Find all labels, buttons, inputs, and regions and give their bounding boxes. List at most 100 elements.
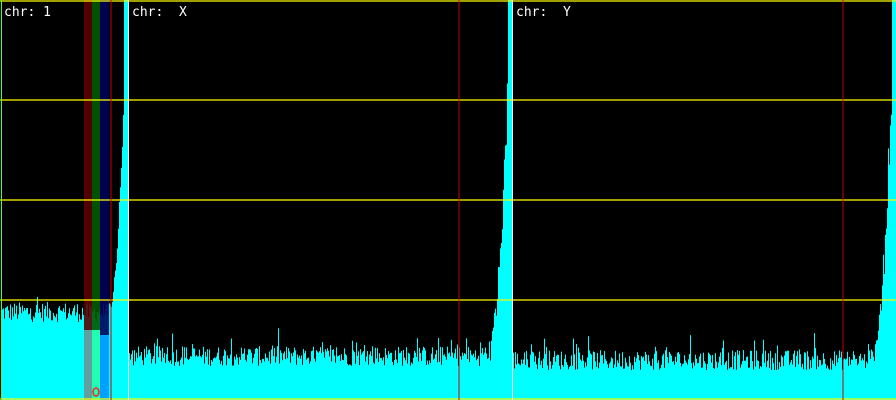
- coverage-bar: [269, 351, 270, 400]
- coverage-bar: [764, 362, 765, 400]
- coverage-bar: [848, 365, 849, 400]
- coverage-bar: [866, 361, 867, 400]
- coverage-bar: [578, 347, 579, 400]
- coverage-bar: [671, 355, 672, 400]
- coverage-bar: [489, 341, 490, 400]
- coverage-bar: [708, 352, 709, 400]
- coverage-bar: [479, 365, 480, 400]
- coverage-bar: [353, 350, 354, 400]
- coverage-bar: [274, 348, 275, 400]
- coverage-bar: [229, 358, 230, 400]
- coverage-bar: [80, 319, 81, 400]
- coverage-bar: [146, 346, 147, 400]
- coverage-bar: [329, 356, 330, 400]
- coverage-bar: [457, 344, 458, 400]
- coverage-bar: [375, 347, 376, 400]
- coverage-bar: [339, 355, 340, 400]
- coverage-bar: [494, 312, 495, 400]
- coverage-bar: [644, 360, 645, 400]
- coverage-bar: [2, 309, 3, 400]
- coverage-bar: [46, 316, 47, 400]
- coverage-bar: [564, 358, 565, 400]
- coverage-bar: [715, 353, 716, 400]
- coverage-bar: [598, 368, 599, 400]
- coverage-bar: [137, 357, 138, 400]
- coverage-bar: [823, 353, 824, 400]
- coverage-bar: [763, 339, 764, 400]
- coverage-bar: [632, 365, 633, 400]
- coverage-bar: [662, 355, 663, 400]
- coverage-bar: [51, 320, 52, 400]
- coverage-bar: [129, 353, 130, 400]
- coverage-bar: [624, 368, 625, 400]
- coverage-bar: [369, 354, 370, 400]
- coverage-bar: [437, 362, 438, 400]
- coverage-bar: [367, 351, 368, 400]
- coverage-bar: [394, 359, 395, 400]
- coverage-bar: [418, 361, 419, 400]
- coverage-bar: [234, 356, 235, 400]
- coverage-bar: [282, 360, 283, 400]
- coverage-bar: [242, 353, 243, 400]
- coverage-bar: [338, 355, 339, 400]
- coverage-bar: [454, 353, 455, 400]
- coverage-bar: [542, 367, 543, 400]
- coverage-bar: [405, 360, 406, 400]
- coverage-bar: [859, 355, 860, 400]
- coverage-bar: [271, 349, 272, 400]
- coverage-bar: [605, 359, 606, 400]
- coverage-bar: [860, 353, 861, 400]
- coverage-bar: [483, 354, 484, 400]
- coverage-bar: [575, 369, 576, 400]
- coverage-bar: [117, 248, 118, 400]
- coverage-bar: [72, 311, 73, 400]
- coverage-bar: [195, 356, 196, 400]
- coverage-bar: [521, 359, 522, 400]
- coverage-bar: [790, 362, 791, 400]
- coverage-bar: [597, 352, 598, 400]
- coverage-bar: [240, 359, 241, 400]
- coverage-bar: [29, 313, 30, 400]
- coverage-bar: [279, 363, 280, 400]
- coverage-bar: [690, 335, 691, 400]
- coverage-bar: [734, 356, 735, 400]
- coverage-bar: [197, 356, 198, 400]
- coverage-bar: [363, 351, 364, 400]
- coverage-bar: [524, 352, 525, 400]
- coverage-bar: [345, 354, 346, 400]
- coverage-bar: [546, 347, 547, 400]
- coverage-bar: [83, 314, 84, 400]
- coverage-bar: [626, 362, 627, 400]
- coverage-bar: [771, 369, 772, 400]
- coverage-bar: [482, 348, 483, 400]
- coverage-bar: [815, 347, 816, 400]
- coverage-bar: [582, 355, 583, 400]
- coverage-bar: [745, 360, 746, 400]
- coverage-bar: [6, 307, 7, 400]
- coverage-bar: [787, 350, 788, 400]
- coverage-bar: [803, 369, 804, 400]
- coverage-bar: [68, 313, 69, 400]
- coverage-bar: [596, 366, 597, 400]
- coverage-bar: [639, 360, 640, 400]
- coverage-bar: [116, 263, 117, 400]
- coverage-bar: [332, 350, 333, 400]
- coverage-bar: [636, 358, 637, 400]
- coverage-bar: [645, 351, 646, 400]
- coverage-bar: [554, 351, 555, 400]
- coverage-bar: [210, 365, 211, 400]
- coverage-bar: [600, 350, 601, 400]
- coverage-bar: [208, 364, 209, 400]
- coverage-bar: [491, 340, 492, 400]
- coverage-bar: [753, 369, 754, 400]
- coverage-bar: [278, 328, 279, 400]
- coverage-bar: [484, 352, 485, 400]
- coverage-bar: [162, 347, 163, 400]
- coverage-bar: [532, 351, 533, 400]
- coverage-bar: [215, 358, 216, 400]
- coverage-bar: [435, 354, 436, 400]
- coverage-bar: [32, 321, 33, 400]
- coverage-bar: [567, 365, 568, 400]
